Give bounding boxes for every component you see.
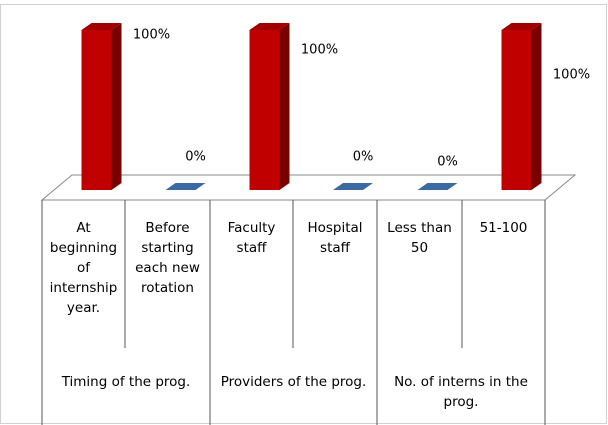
chart-border <box>0 4 607 424</box>
bar <box>417 183 458 190</box>
value-label: 0% <box>437 155 458 170</box>
bar <box>501 30 532 190</box>
bar-side <box>111 23 122 190</box>
bar <box>333 183 373 190</box>
value-label: 100% <box>553 68 590 83</box>
bar <box>81 30 112 190</box>
bar-side <box>279 23 290 190</box>
value-label: 0% <box>353 150 374 165</box>
value-label: 0% <box>185 150 206 165</box>
category-label: Less than 50 <box>387 220 452 256</box>
group-label: No. of interns in the prog. <box>394 374 528 410</box>
category-label: Before starting each new rotation <box>135 220 200 296</box>
value-label: 100% <box>301 43 338 58</box>
bar-top <box>501 23 542 30</box>
table-lines <box>41 200 546 425</box>
group-label: Providers of the prog. <box>220 374 367 390</box>
bar <box>165 183 206 190</box>
bar-top <box>81 23 122 30</box>
bar-top <box>249 23 290 30</box>
category-label: Faculty staff <box>227 220 276 256</box>
floor <box>40 174 577 201</box>
value-label: 100% <box>133 28 170 43</box>
category-label: 51-100 <box>479 220 528 236</box>
bar-side <box>531 23 542 190</box>
bar <box>249 30 280 190</box>
group-label: Timing of the prog. <box>61 374 191 390</box>
category-label: At beginning of internship year. <box>49 220 118 316</box>
category-label: Hospital staff <box>307 220 363 256</box>
